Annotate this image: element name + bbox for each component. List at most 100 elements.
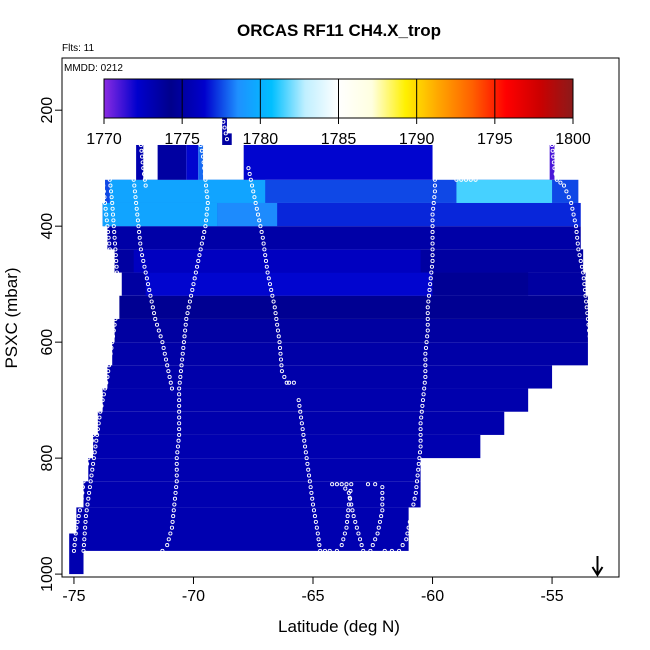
track-point	[87, 490, 92, 495]
track-point	[114, 258, 119, 264]
track-point	[224, 137, 229, 142]
y-axis: 200 400 600 800 1000	[39, 97, 63, 592]
track-point	[138, 241, 143, 246]
y-axis-label: PSXC (mbar)	[2, 267, 21, 368]
track-point	[432, 171, 437, 177]
track-point	[178, 374, 183, 379]
track-point	[400, 543, 405, 548]
track-point	[359, 543, 364, 548]
track-point	[316, 537, 321, 542]
track-point	[304, 456, 309, 461]
track-point	[418, 438, 423, 443]
track-point	[261, 241, 266, 246]
track-point	[104, 218, 109, 223]
track-point	[277, 345, 283, 350]
track-point	[175, 444, 180, 449]
colorbar-lines	[181, 79, 496, 118]
track-point	[101, 392, 106, 397]
track-point	[291, 380, 296, 385]
track-point	[473, 177, 478, 182]
track-point	[92, 415, 97, 420]
track-point	[91, 432, 96, 437]
track-point	[95, 432, 100, 437]
track-point	[349, 482, 354, 487]
track-point	[339, 543, 344, 548]
track-point	[105, 340, 110, 345]
track-point	[380, 502, 385, 507]
down-arrow-icon	[591, 556, 604, 577]
track-point	[306, 467, 311, 472]
track-point	[343, 486, 348, 491]
track-point	[299, 415, 304, 420]
heatmap-cell	[102, 388, 529, 412]
track-point	[423, 369, 428, 374]
track-point	[104, 380, 109, 385]
track-point	[74, 525, 79, 530]
track-point	[177, 380, 182, 385]
track-point	[142, 177, 147, 182]
track-point	[99, 403, 104, 408]
track-point	[423, 363, 428, 368]
track-point	[275, 328, 280, 333]
track-point	[415, 473, 420, 478]
track-point	[85, 461, 90, 466]
track-point	[419, 415, 424, 420]
track-point	[160, 548, 165, 553]
track-point	[425, 305, 430, 310]
track-point	[135, 212, 140, 217]
track-point	[177, 415, 182, 420]
y-tick-label: 600	[39, 329, 56, 356]
track-point	[308, 485, 313, 490]
track-point	[373, 537, 378, 542]
track-point	[361, 548, 366, 553]
track-point	[248, 177, 253, 182]
track-point	[109, 287, 114, 293]
track-point	[85, 502, 90, 507]
heatmap-cell	[109, 179, 266, 203]
track-point	[177, 421, 182, 426]
track-point	[177, 403, 182, 408]
track-point	[100, 398, 105, 403]
track-point	[98, 409, 103, 414]
track-point	[300, 427, 305, 432]
track-point	[349, 502, 354, 507]
track-point	[380, 508, 385, 513]
x-tick-label: -55	[541, 588, 564, 605]
track-point	[417, 450, 423, 455]
track-point	[190, 287, 195, 293]
track-point	[305, 461, 310, 466]
track-point	[199, 148, 204, 153]
heatmap-cell	[102, 202, 218, 227]
track-point	[307, 479, 312, 484]
track-point	[81, 543, 86, 548]
track-point	[109, 299, 114, 304]
x-tick-label: -75	[62, 588, 85, 605]
track-point	[175, 450, 180, 455]
heatmap-cell	[107, 365, 553, 389]
track-point	[389, 548, 394, 553]
track-point	[348, 496, 353, 501]
track-point	[575, 235, 580, 240]
x-tick-label: -65	[301, 588, 324, 605]
heatmap-cell	[456, 179, 553, 203]
track-point	[416, 461, 421, 466]
track-point	[165, 543, 170, 548]
track-point	[89, 438, 94, 443]
colorbar-tick-label: 1775	[164, 131, 200, 148]
track-point	[105, 224, 110, 229]
track-point	[414, 485, 419, 490]
track-point	[186, 305, 191, 310]
x-tick-label: -70	[182, 588, 205, 605]
track-point	[114, 270, 120, 275]
track-point	[105, 229, 111, 235]
track-point	[108, 276, 113, 281]
track-point	[191, 282, 196, 287]
track-point	[110, 212, 116, 217]
track-point	[203, 224, 208, 229]
track-point	[73, 531, 78, 536]
track-point	[311, 508, 317, 513]
track-point	[88, 444, 93, 449]
track-point	[252, 195, 257, 200]
track-point	[306, 473, 312, 478]
track-point	[264, 264, 269, 269]
